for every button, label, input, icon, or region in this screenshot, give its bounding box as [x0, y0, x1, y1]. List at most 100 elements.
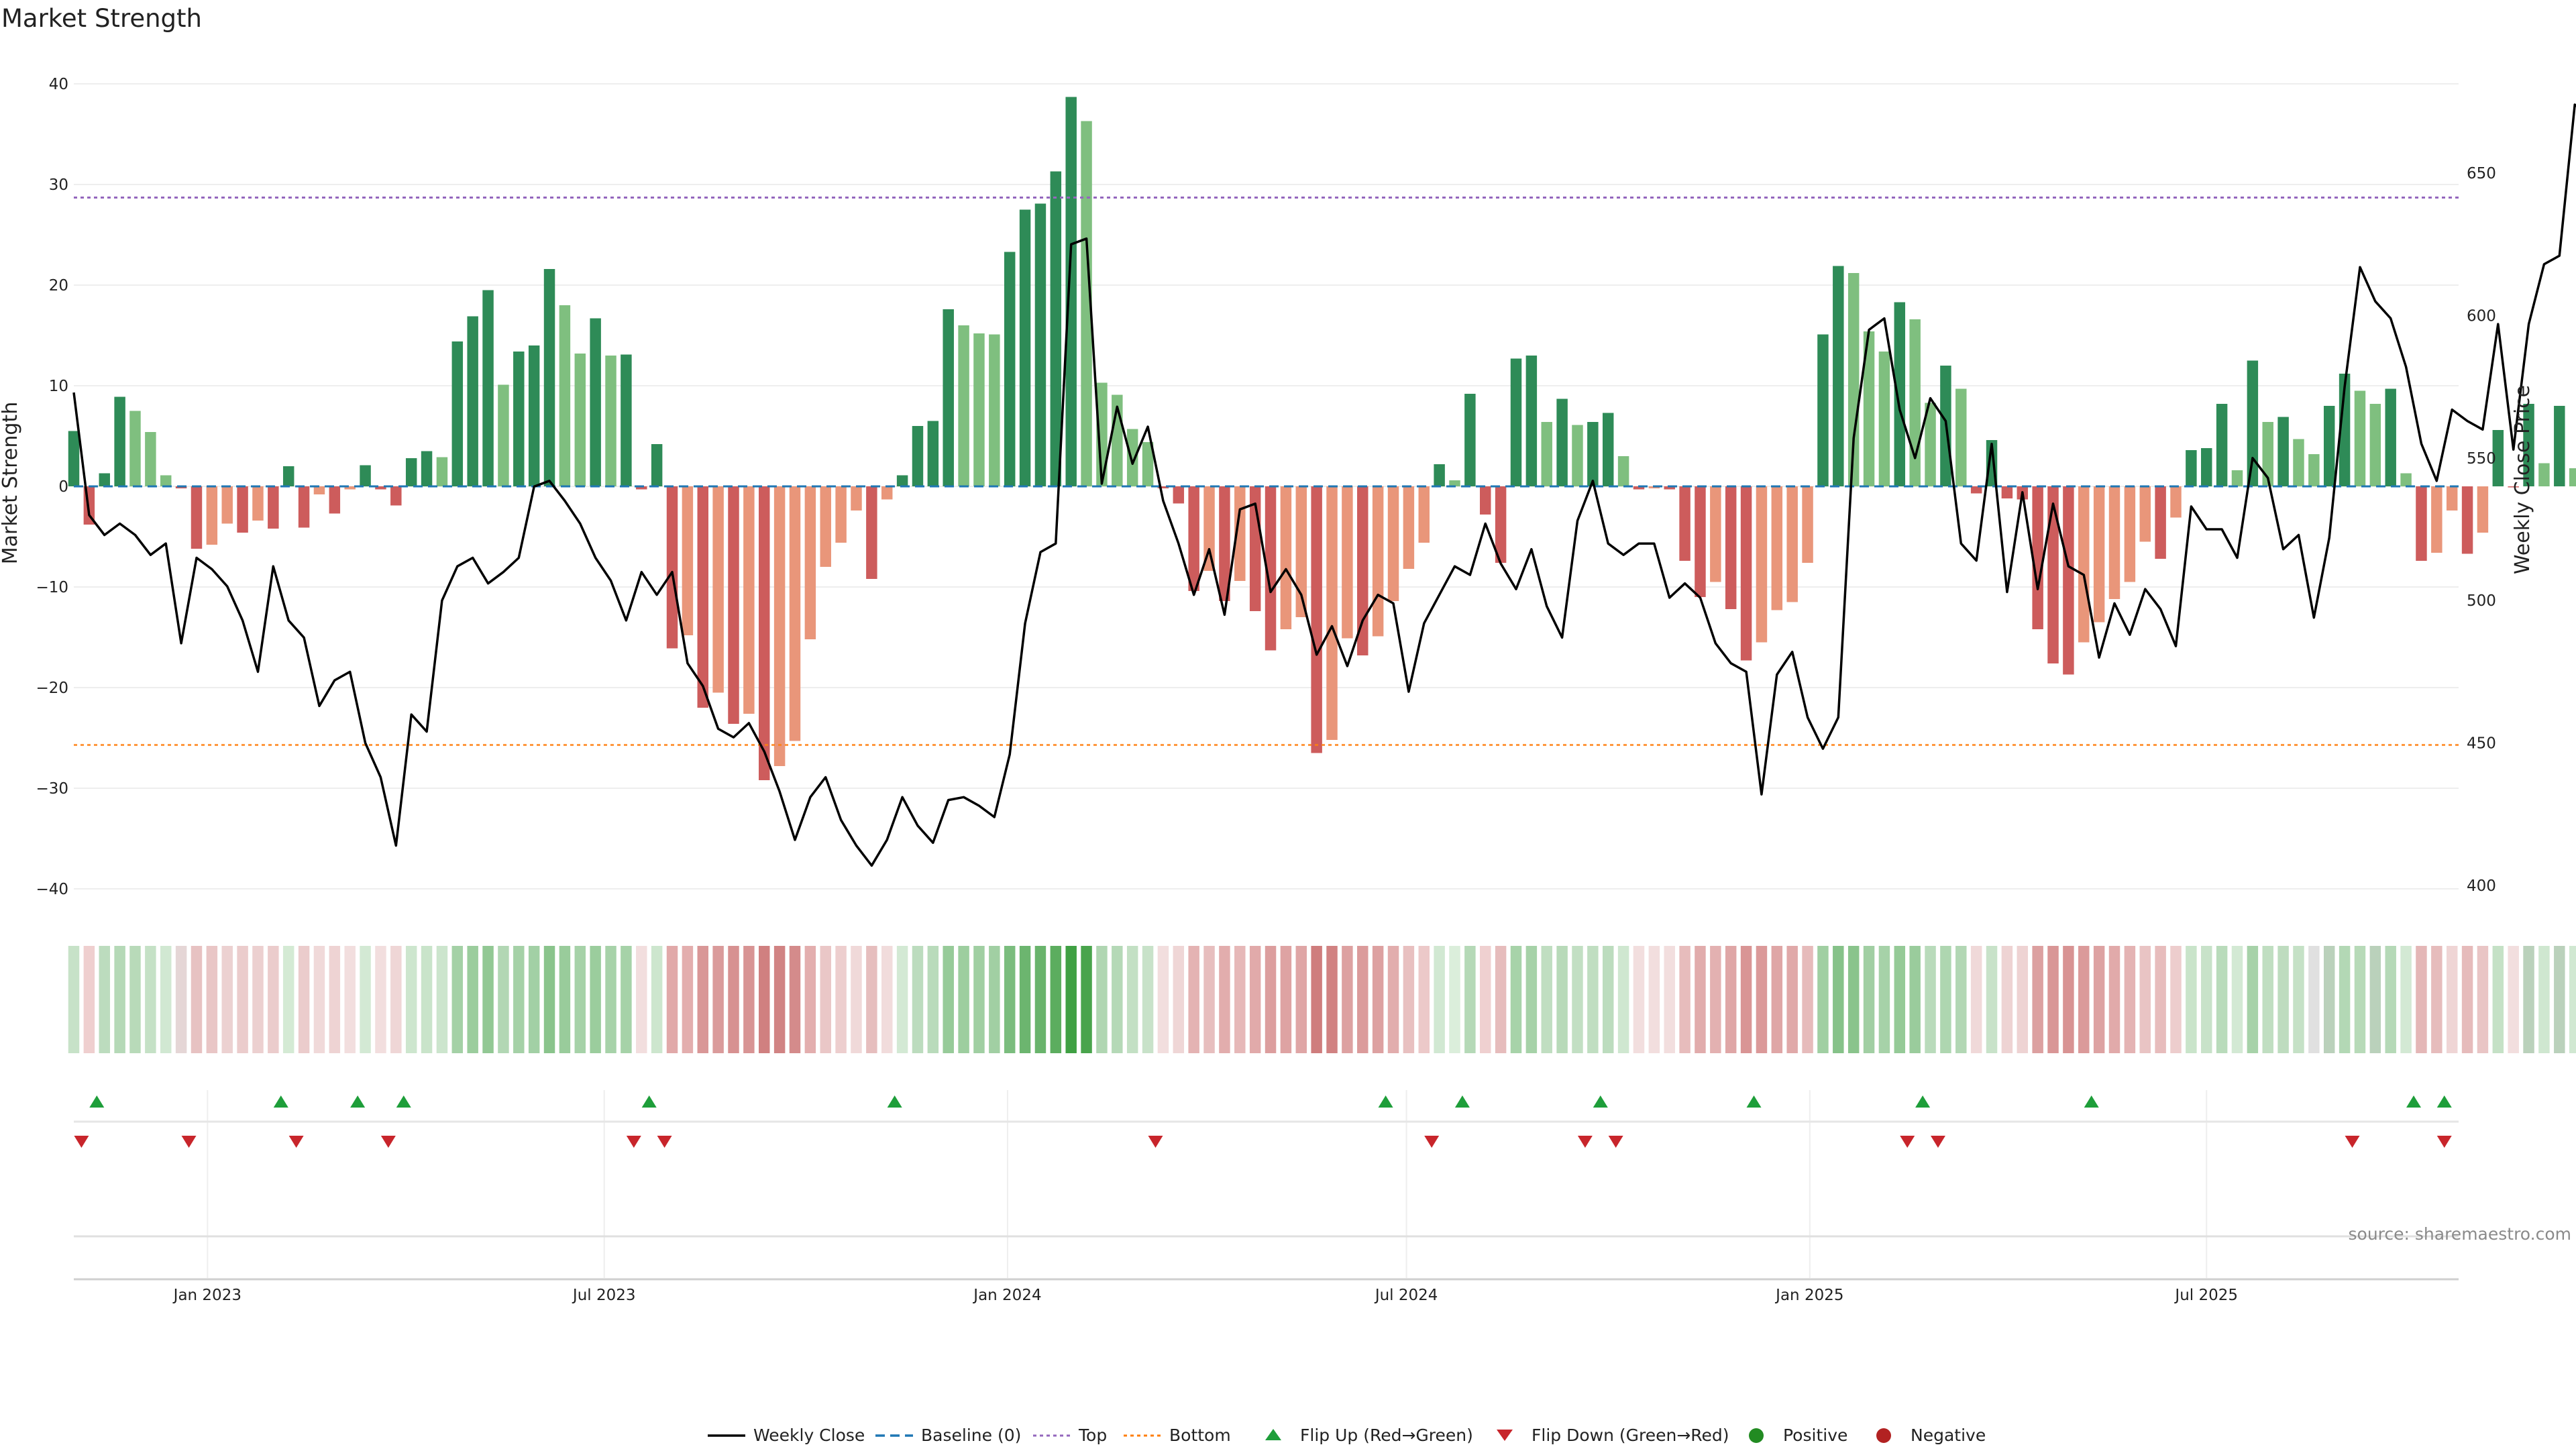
heatband-cell: [1710, 946, 1721, 1053]
heatband-cell: [1050, 946, 1062, 1053]
y2-tick-label: 600: [2467, 307, 2496, 325]
heatband-cell: [1219, 946, 1230, 1053]
strength-bar: [927, 421, 939, 486]
flip-up-marker: [396, 1095, 411, 1108]
strength-bar: [467, 316, 478, 486]
heatband-cell: [1249, 946, 1261, 1053]
heatband-cell: [1434, 946, 1445, 1053]
heatband-cell: [1986, 946, 1998, 1053]
chart-title: Market Strength: [1, 4, 202, 33]
heatband-cell: [2170, 946, 2182, 1053]
strength-bar: [2538, 463, 2550, 486]
strength-bar: [129, 411, 141, 486]
heatband-cell: [2446, 946, 2458, 1053]
strength-bar: [2186, 450, 2197, 486]
y-tick-label: 40: [49, 76, 68, 93]
heatband-cell: [2017, 946, 2029, 1053]
strength-bar: [896, 475, 908, 486]
heatband-cell: [1142, 946, 1154, 1053]
heatband-cell: [1372, 946, 1384, 1053]
heatband-cell: [1955, 946, 1967, 1053]
flip-down-marker: [181, 1136, 197, 1148]
heatband-cell: [99, 946, 110, 1053]
strength-bar: [2216, 404, 2228, 486]
heatband-cell: [2431, 946, 2443, 1053]
heatband-cell: [1157, 946, 1169, 1053]
heatband-cell: [2477, 946, 2489, 1053]
flip-up-marker: [887, 1095, 902, 1108]
strength-bar: [2400, 473, 2412, 486]
strength-bar: [2446, 486, 2458, 511]
strength-bar: [2293, 439, 2304, 486]
heatband-cell: [2293, 946, 2304, 1053]
heatband-cell: [1265, 946, 1277, 1053]
strength-bar: [482, 290, 494, 486]
heatband-cell: [697, 946, 708, 1053]
strength-bar: [2508, 486, 2519, 488]
x-tick-label: Jul 2024: [1374, 1287, 1438, 1304]
strength-bar: [2108, 486, 2121, 599]
heatband-cell: [2247, 946, 2259, 1053]
strength-bar: [820, 486, 831, 567]
strength-bar: [421, 451, 433, 486]
heatband-cell: [1081, 946, 1092, 1053]
strength-bar: [2523, 404, 2534, 486]
y-tick-label: 30: [49, 176, 68, 194]
strength-bar: [390, 486, 402, 506]
heatband-cell: [1280, 946, 1292, 1053]
strength-bar: [1326, 486, 1338, 740]
heatband-cell: [329, 946, 341, 1053]
weekly-close-line: [72, 103, 2576, 867]
heatband-cell: [2523, 946, 2534, 1053]
strength-bar: [804, 486, 816, 639]
heatband-cell: [282, 946, 294, 1053]
flip-down-marker: [657, 1136, 672, 1148]
heatband-cell: [1464, 946, 1476, 1053]
heatband-cell: [1203, 946, 1215, 1053]
heatband-cell: [1034, 946, 1046, 1053]
strength-bar: [2431, 486, 2443, 553]
flip-up-marker: [273, 1095, 288, 1108]
flip-up-marker: [2436, 1095, 2452, 1108]
heatband-cell: [1695, 946, 1706, 1053]
strength-bar: [498, 384, 509, 486]
heatband-cell: [2400, 946, 2412, 1053]
strength-bar: [375, 486, 386, 490]
strength-bar: [543, 269, 555, 486]
strength-bar: [329, 486, 341, 514]
flip-up-marker: [2406, 1095, 2422, 1108]
heatband-cell: [1418, 946, 1430, 1053]
heatband-cell: [789, 946, 801, 1053]
legend-label: Flip Down (Green→Red): [1532, 1426, 1729, 1445]
legend-swatch: [1876, 1428, 1891, 1443]
strength-bar: [559, 305, 571, 486]
flip-down-marker: [380, 1136, 396, 1148]
strength-bar: [1418, 486, 1430, 543]
strength-bar: [912, 426, 924, 486]
heatband-cell: [405, 946, 417, 1053]
strength-bar: [2416, 486, 2427, 561]
heatband-cell: [574, 946, 586, 1053]
strength-bar: [1740, 486, 1752, 661]
strength-bar: [2093, 486, 2105, 623]
strength-bar: [1833, 266, 1844, 486]
strength-bar: [1955, 388, 1967, 486]
heatband-cell: [820, 946, 831, 1053]
strength-bar: [636, 486, 647, 490]
legend-label: Baseline (0): [921, 1426, 1021, 1445]
heatband-cell: [1756, 946, 1768, 1053]
heatband-cell: [1019, 946, 1031, 1053]
strength-bar: [191, 486, 203, 549]
heatband-cell: [2124, 946, 2136, 1053]
strength-bar: [835, 486, 847, 543]
strength-bar: [2139, 486, 2151, 542]
strength-bar: [1311, 486, 1322, 753]
strength-bar: [145, 432, 156, 486]
strength-bar: [1142, 442, 1154, 486]
strength-bar: [1126, 429, 1138, 486]
strength-bar: [1403, 486, 1415, 569]
strength-bar: [773, 486, 786, 766]
heatband-cell: [313, 946, 325, 1053]
strength-bar: [1771, 486, 1783, 610]
